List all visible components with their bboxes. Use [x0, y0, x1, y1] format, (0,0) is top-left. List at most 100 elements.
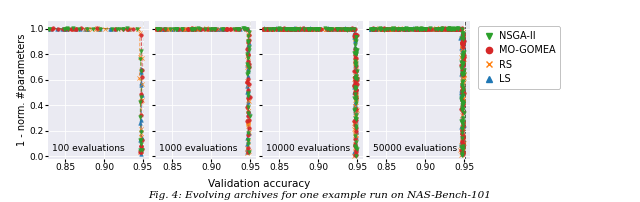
- Point: [80, 27, 90, 31]
- Point: [456, 72, 467, 75]
- Point: [152, 27, 162, 31]
- Point: [235, 27, 245, 30]
- Point: [440, 27, 451, 31]
- Point: [340, 27, 350, 30]
- Point: [136, 69, 147, 73]
- Point: [456, 27, 466, 31]
- Point: [217, 27, 227, 30]
- Point: [232, 27, 243, 31]
- Point: [350, 37, 360, 40]
- Point: [380, 28, 390, 31]
- Point: [243, 32, 253, 36]
- Point: [199, 28, 209, 31]
- Point: [458, 116, 468, 119]
- Point: [420, 27, 430, 30]
- Point: [276, 27, 286, 30]
- Point: [56, 27, 67, 31]
- Point: [437, 27, 447, 31]
- Point: [379, 27, 389, 30]
- Point: [458, 150, 468, 153]
- Point: [136, 131, 146, 134]
- Point: [335, 27, 345, 31]
- Point: [243, 139, 253, 142]
- Point: [388, 27, 399, 31]
- Point: [317, 27, 327, 30]
- Point: [286, 27, 296, 31]
- Point: [458, 121, 468, 124]
- Point: [383, 27, 393, 30]
- Point: [414, 27, 424, 31]
- Point: [349, 83, 359, 86]
- Point: [88, 27, 98, 30]
- Point: [403, 27, 413, 30]
- Point: [222, 27, 232, 30]
- Point: [287, 27, 298, 31]
- Point: [200, 27, 211, 30]
- Point: [458, 40, 468, 44]
- Point: [429, 27, 440, 30]
- Point: [182, 27, 193, 30]
- Point: [243, 40, 253, 43]
- Point: [402, 27, 412, 30]
- Point: [440, 27, 450, 30]
- Point: [442, 27, 452, 30]
- Point: [243, 71, 253, 74]
- Point: [58, 27, 68, 31]
- Point: [244, 39, 254, 42]
- Point: [441, 27, 451, 30]
- Point: [109, 28, 119, 31]
- Point: [447, 27, 457, 31]
- Point: [187, 27, 197, 31]
- Point: [408, 27, 418, 30]
- Point: [311, 27, 321, 30]
- Point: [387, 27, 397, 30]
- Point: [67, 27, 77, 31]
- Point: [444, 27, 454, 30]
- Point: [458, 62, 468, 65]
- Point: [83, 27, 93, 31]
- Point: [413, 27, 424, 30]
- Point: [393, 27, 403, 30]
- Point: [159, 27, 170, 31]
- Point: [311, 27, 321, 31]
- Point: [419, 27, 429, 31]
- Point: [352, 33, 362, 36]
- Point: [177, 27, 187, 30]
- Point: [295, 27, 305, 31]
- Point: [350, 34, 360, 37]
- Point: [92, 27, 102, 30]
- Point: [328, 27, 339, 31]
- Point: [396, 27, 406, 30]
- Point: [419, 27, 429, 30]
- Point: [413, 27, 424, 30]
- Point: [438, 27, 448, 31]
- Point: [305, 27, 316, 31]
- Point: [412, 27, 422, 31]
- Point: [242, 147, 252, 150]
- Point: [350, 76, 360, 80]
- Point: [437, 27, 447, 31]
- Point: [433, 27, 443, 31]
- Point: [262, 27, 272, 30]
- Point: [425, 27, 435, 30]
- Point: [188, 27, 198, 30]
- Point: [188, 27, 198, 30]
- Point: [457, 62, 467, 65]
- Point: [136, 81, 147, 85]
- Point: [135, 116, 145, 119]
- Point: [392, 27, 403, 30]
- Point: [281, 27, 291, 31]
- Point: [456, 43, 467, 46]
- Point: [436, 27, 446, 31]
- Point: [66, 27, 76, 31]
- Point: [367, 27, 378, 30]
- Point: [457, 66, 467, 69]
- Point: [417, 27, 428, 30]
- Point: [115, 27, 125, 30]
- Point: [456, 27, 467, 31]
- Point: [459, 69, 469, 72]
- Point: [454, 27, 464, 31]
- Point: [349, 91, 360, 95]
- Point: [459, 72, 469, 75]
- Point: [154, 28, 164, 31]
